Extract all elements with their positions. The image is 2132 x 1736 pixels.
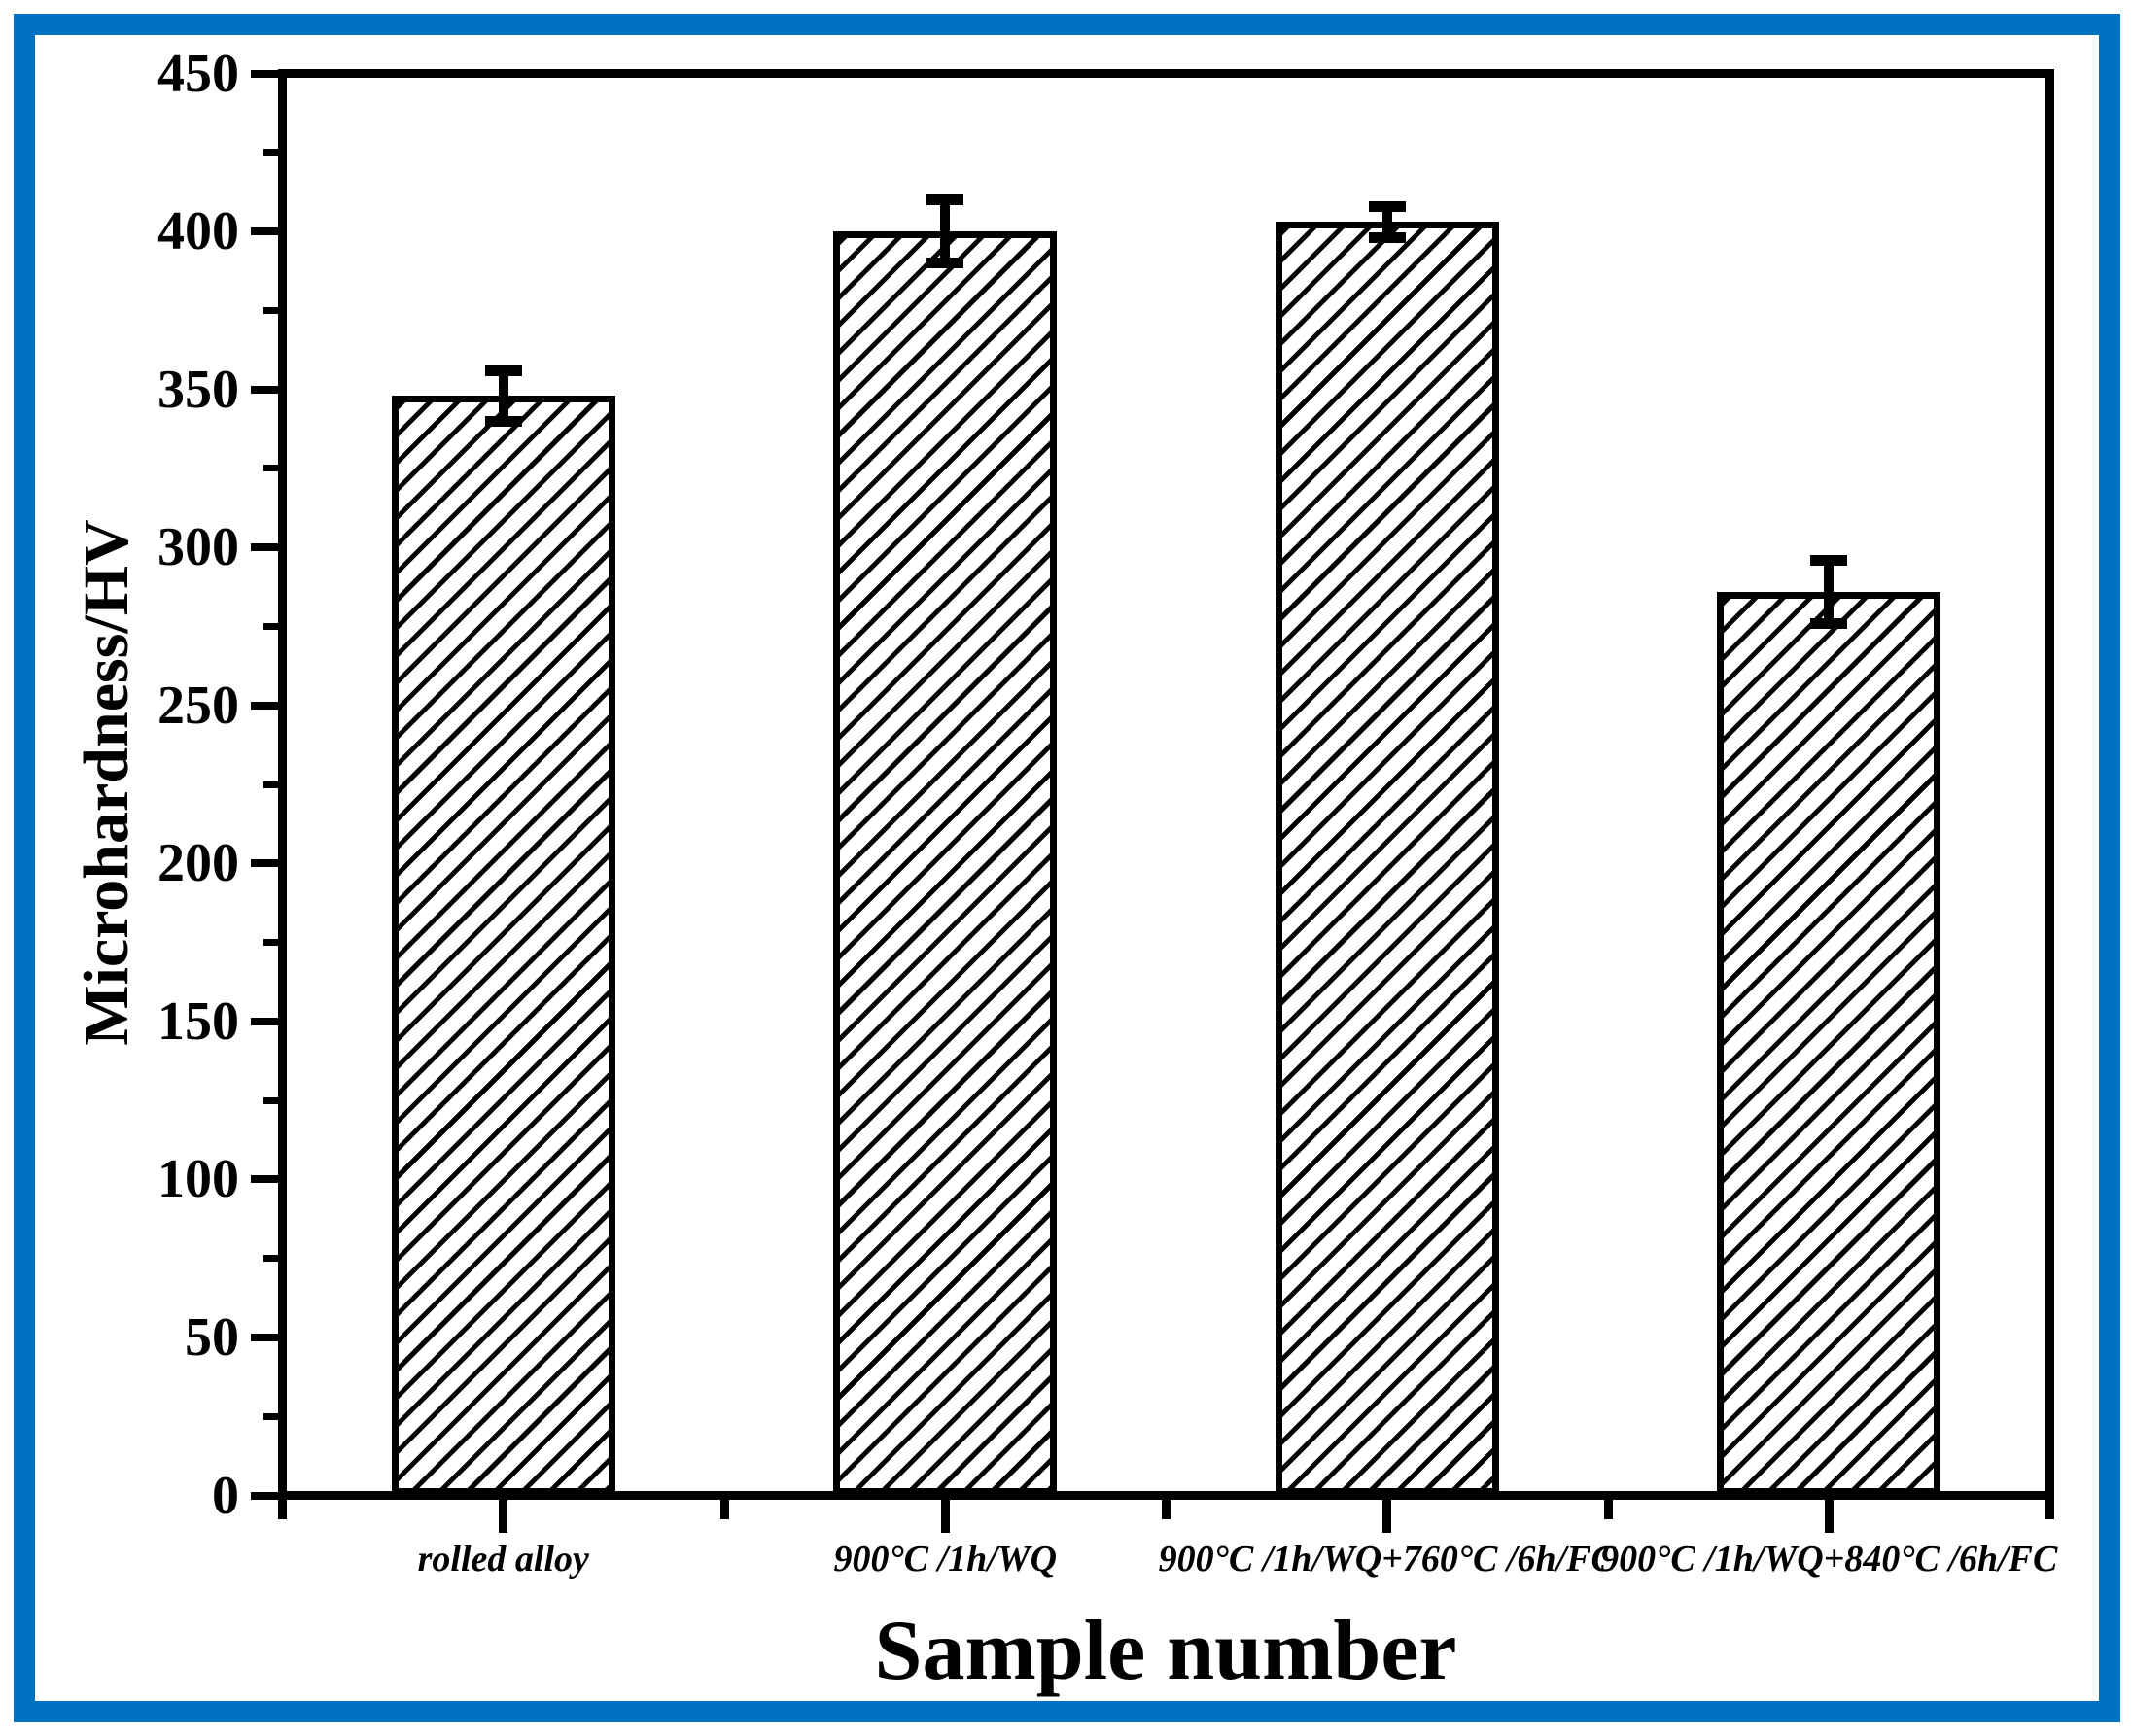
y-major-tick [251,543,278,552]
y-major-tick [251,859,278,868]
error-bar-cap-bottom [926,258,964,269]
y-minor-tick [263,781,278,788]
outer-border [14,14,2120,1722]
error-bar-cap-top [1810,554,1848,566]
x-major-tick [940,1500,950,1533]
y-axis-title: Microhardness/HV [71,519,142,1046]
y-minor-tick [263,149,278,156]
x-minor-tick [2045,1500,2054,1519]
y-major-tick [251,227,278,236]
y-major-tick [251,1017,278,1025]
x-minor-tick [1162,1500,1171,1519]
y-tick-label: 400 [157,201,239,262]
y-tick-label: 300 [157,517,239,578]
bar [1275,222,1499,1496]
y-minor-tick [263,939,278,947]
y-major-tick [251,69,278,78]
y-major-tick [251,701,278,710]
y-tick-label: 0 [212,1465,239,1526]
error-bar-cap-top [484,365,522,376]
error-bar-stem [1381,206,1392,238]
error-bar-cap-top [926,194,964,206]
y-minor-tick [263,306,278,314]
y-major-tick [251,1175,278,1184]
x-axis-title: Sample number [874,1604,1457,1698]
bar [391,396,615,1496]
y-minor-tick [263,465,278,472]
y-tick-label: 250 [157,675,239,736]
x-major-tick [1382,1500,1392,1533]
y-major-tick [251,1333,278,1341]
y-tick-label: 450 [157,43,239,104]
y-minor-tick [263,1412,278,1420]
error-bar-stem [1824,560,1835,624]
error-bar-cap-bottom [484,415,522,427]
y-minor-tick [263,1096,278,1104]
error-bar-cap-bottom [1368,232,1406,244]
y-tick-label: 50 [185,1306,239,1368]
x-minor-tick [278,1500,287,1519]
y-tick-label: 150 [157,990,239,1052]
category-label: rolled alloy [417,1539,589,1580]
y-minor-tick [263,622,278,630]
error-bar-cap-top [1368,200,1406,212]
category-label: 900°C /1h/WQ [833,1539,1058,1580]
error-bar-cap-bottom [1810,617,1848,629]
x-minor-tick [1603,1500,1613,1519]
x-major-tick [499,1500,508,1533]
y-minor-tick [263,1255,278,1263]
error-bar-stem [498,370,508,422]
bar [833,231,1058,1496]
x-major-tick [1824,1500,1834,1533]
error-bar-stem [940,199,951,263]
y-tick-label: 350 [157,359,239,420]
y-major-tick [251,385,278,394]
bar [1717,591,1941,1496]
x-minor-tick [719,1500,729,1519]
y-major-tick [251,1491,278,1500]
category-label: 900°C /1h/WQ+760°C /6h/FC [1158,1539,1616,1580]
category-label: 900°C /1h/WQ+840°C /6h/FC [1600,1539,2058,1580]
y-tick-label: 200 [157,833,239,894]
y-tick-label: 100 [157,1149,239,1210]
